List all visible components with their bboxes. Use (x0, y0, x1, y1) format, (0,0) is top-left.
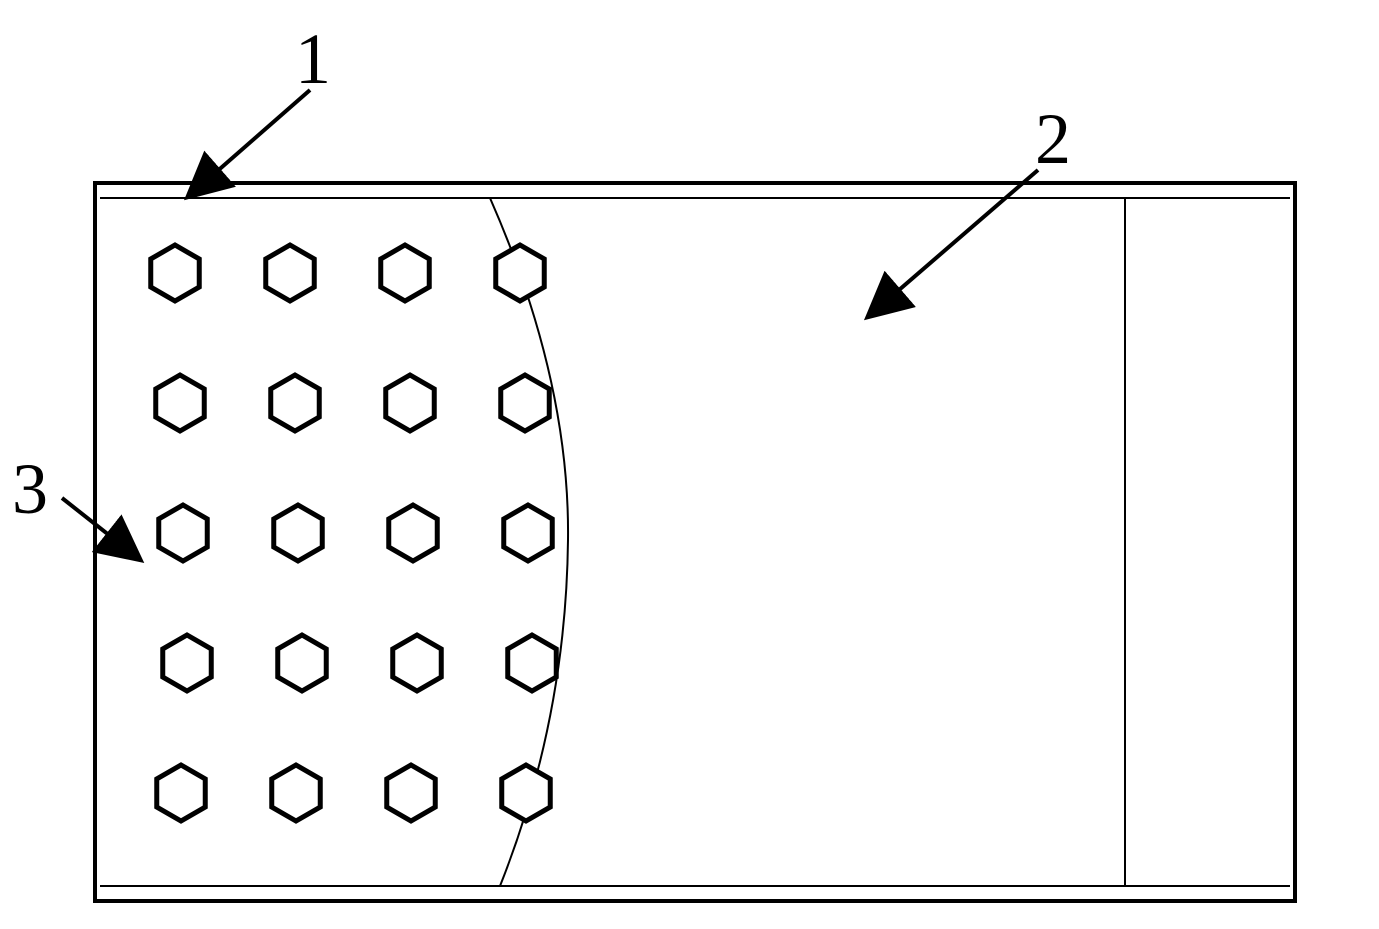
hexagon-icon (159, 505, 207, 561)
technical-diagram: 1 2 3 (0, 0, 1379, 924)
label-1: 1 (295, 18, 331, 101)
hexagon-icon (501, 375, 549, 431)
arrow-3 (62, 498, 138, 558)
hexagon-icon (157, 765, 205, 821)
hexagon-icon (393, 635, 441, 691)
hexagon-icon (381, 245, 429, 301)
hexagon-icon (496, 245, 544, 301)
hexagon-icon (272, 765, 320, 821)
hexagon-icon (387, 765, 435, 821)
hexagon-icon (502, 765, 550, 821)
hexagon-icon (504, 505, 552, 561)
hexagon-icon (266, 245, 314, 301)
hexagon-grid (151, 245, 556, 821)
arrow-2 (870, 170, 1038, 315)
hexagon-icon (271, 375, 319, 431)
hexagon-icon (386, 375, 434, 431)
hexagon-icon (151, 245, 199, 301)
diagram-svg (0, 0, 1379, 924)
hexagon-icon (508, 635, 556, 691)
hexagon-icon (156, 375, 204, 431)
hexagon-icon (163, 635, 211, 691)
label-2: 2 (1035, 98, 1071, 181)
arrow-1 (190, 90, 310, 195)
hexagon-icon (274, 505, 322, 561)
label-3: 3 (12, 448, 48, 531)
hexagon-icon (278, 635, 326, 691)
hexagon-icon (389, 505, 437, 561)
